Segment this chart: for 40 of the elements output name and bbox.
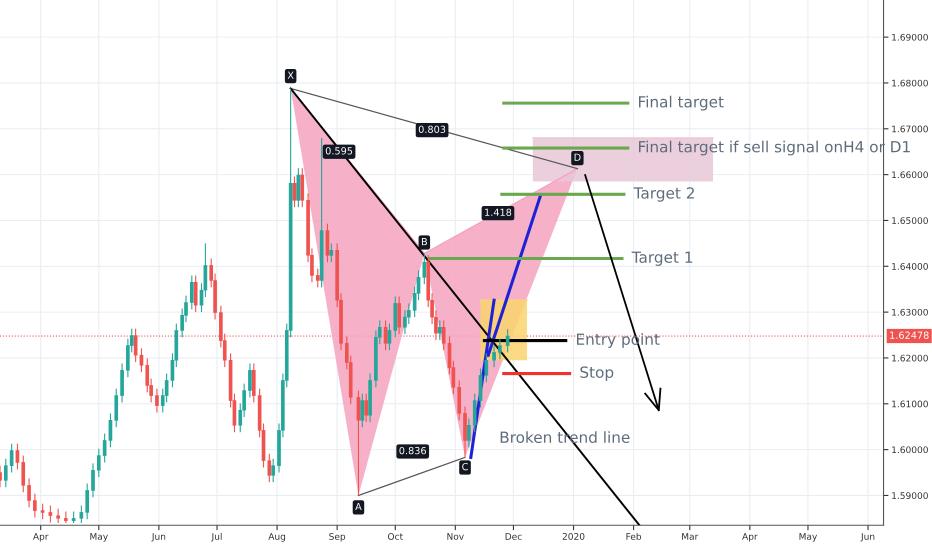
y-tick-label: 1.65000 [892,217,928,224]
x-tick-label: May [90,533,108,542]
x-tick-label: Aug [268,533,286,542]
x-tick-label: Jun [860,533,874,542]
y-tick-label: 1.62000 [892,354,928,362]
annotation: Final target [638,96,724,111]
x-tick-label: Apr [742,533,758,542]
y-tick-label: 1.68000 [892,80,928,87]
x-tick-label: Dec [506,533,522,540]
annotation: Target 2 [634,187,694,202]
y-tick-label: 1.64000 [892,263,928,270]
x-tick-label: Jun [151,533,166,542]
x-tick-label: Apr [32,533,48,542]
y-tick-label: 1.61000 [892,400,928,408]
annotation: 0.595 [326,147,352,155]
x-tick-label: Mar [682,533,698,540]
x-tick-label: Oct [388,533,403,540]
annotation: A [355,502,362,510]
y-tick-label: 1.59000 [892,492,928,500]
x-tick-label: May [800,533,818,542]
x-tick-label: 2020 [562,533,584,540]
x-tick-label: Nov [447,533,464,540]
y-tick-label: 1.67000 [892,126,928,132]
x-tick-label: Jul [211,532,222,542]
x-tick-label: Feb [626,532,642,540]
y-tick-label: 1.69000 [892,34,928,41]
y-tick-label: 1.66000 [892,171,928,178]
annotation: B [422,238,427,246]
annotation: Stop [580,366,614,381]
annotation: C [462,462,468,470]
annotation: D [574,154,581,161]
x-tick-label: Sep [329,533,346,542]
annotation: 0.836 [399,446,426,454]
ref-line-label: 1.62478 [890,332,929,339]
annotation: Target 1 [632,252,692,266]
annotation: X [288,72,294,79]
y-tick-label: 1.63000 [892,308,928,316]
annotation: 0.803 [418,126,446,133]
annotation: 1.418 [485,208,512,216]
y-tick-label: 1.60000 [892,446,928,454]
